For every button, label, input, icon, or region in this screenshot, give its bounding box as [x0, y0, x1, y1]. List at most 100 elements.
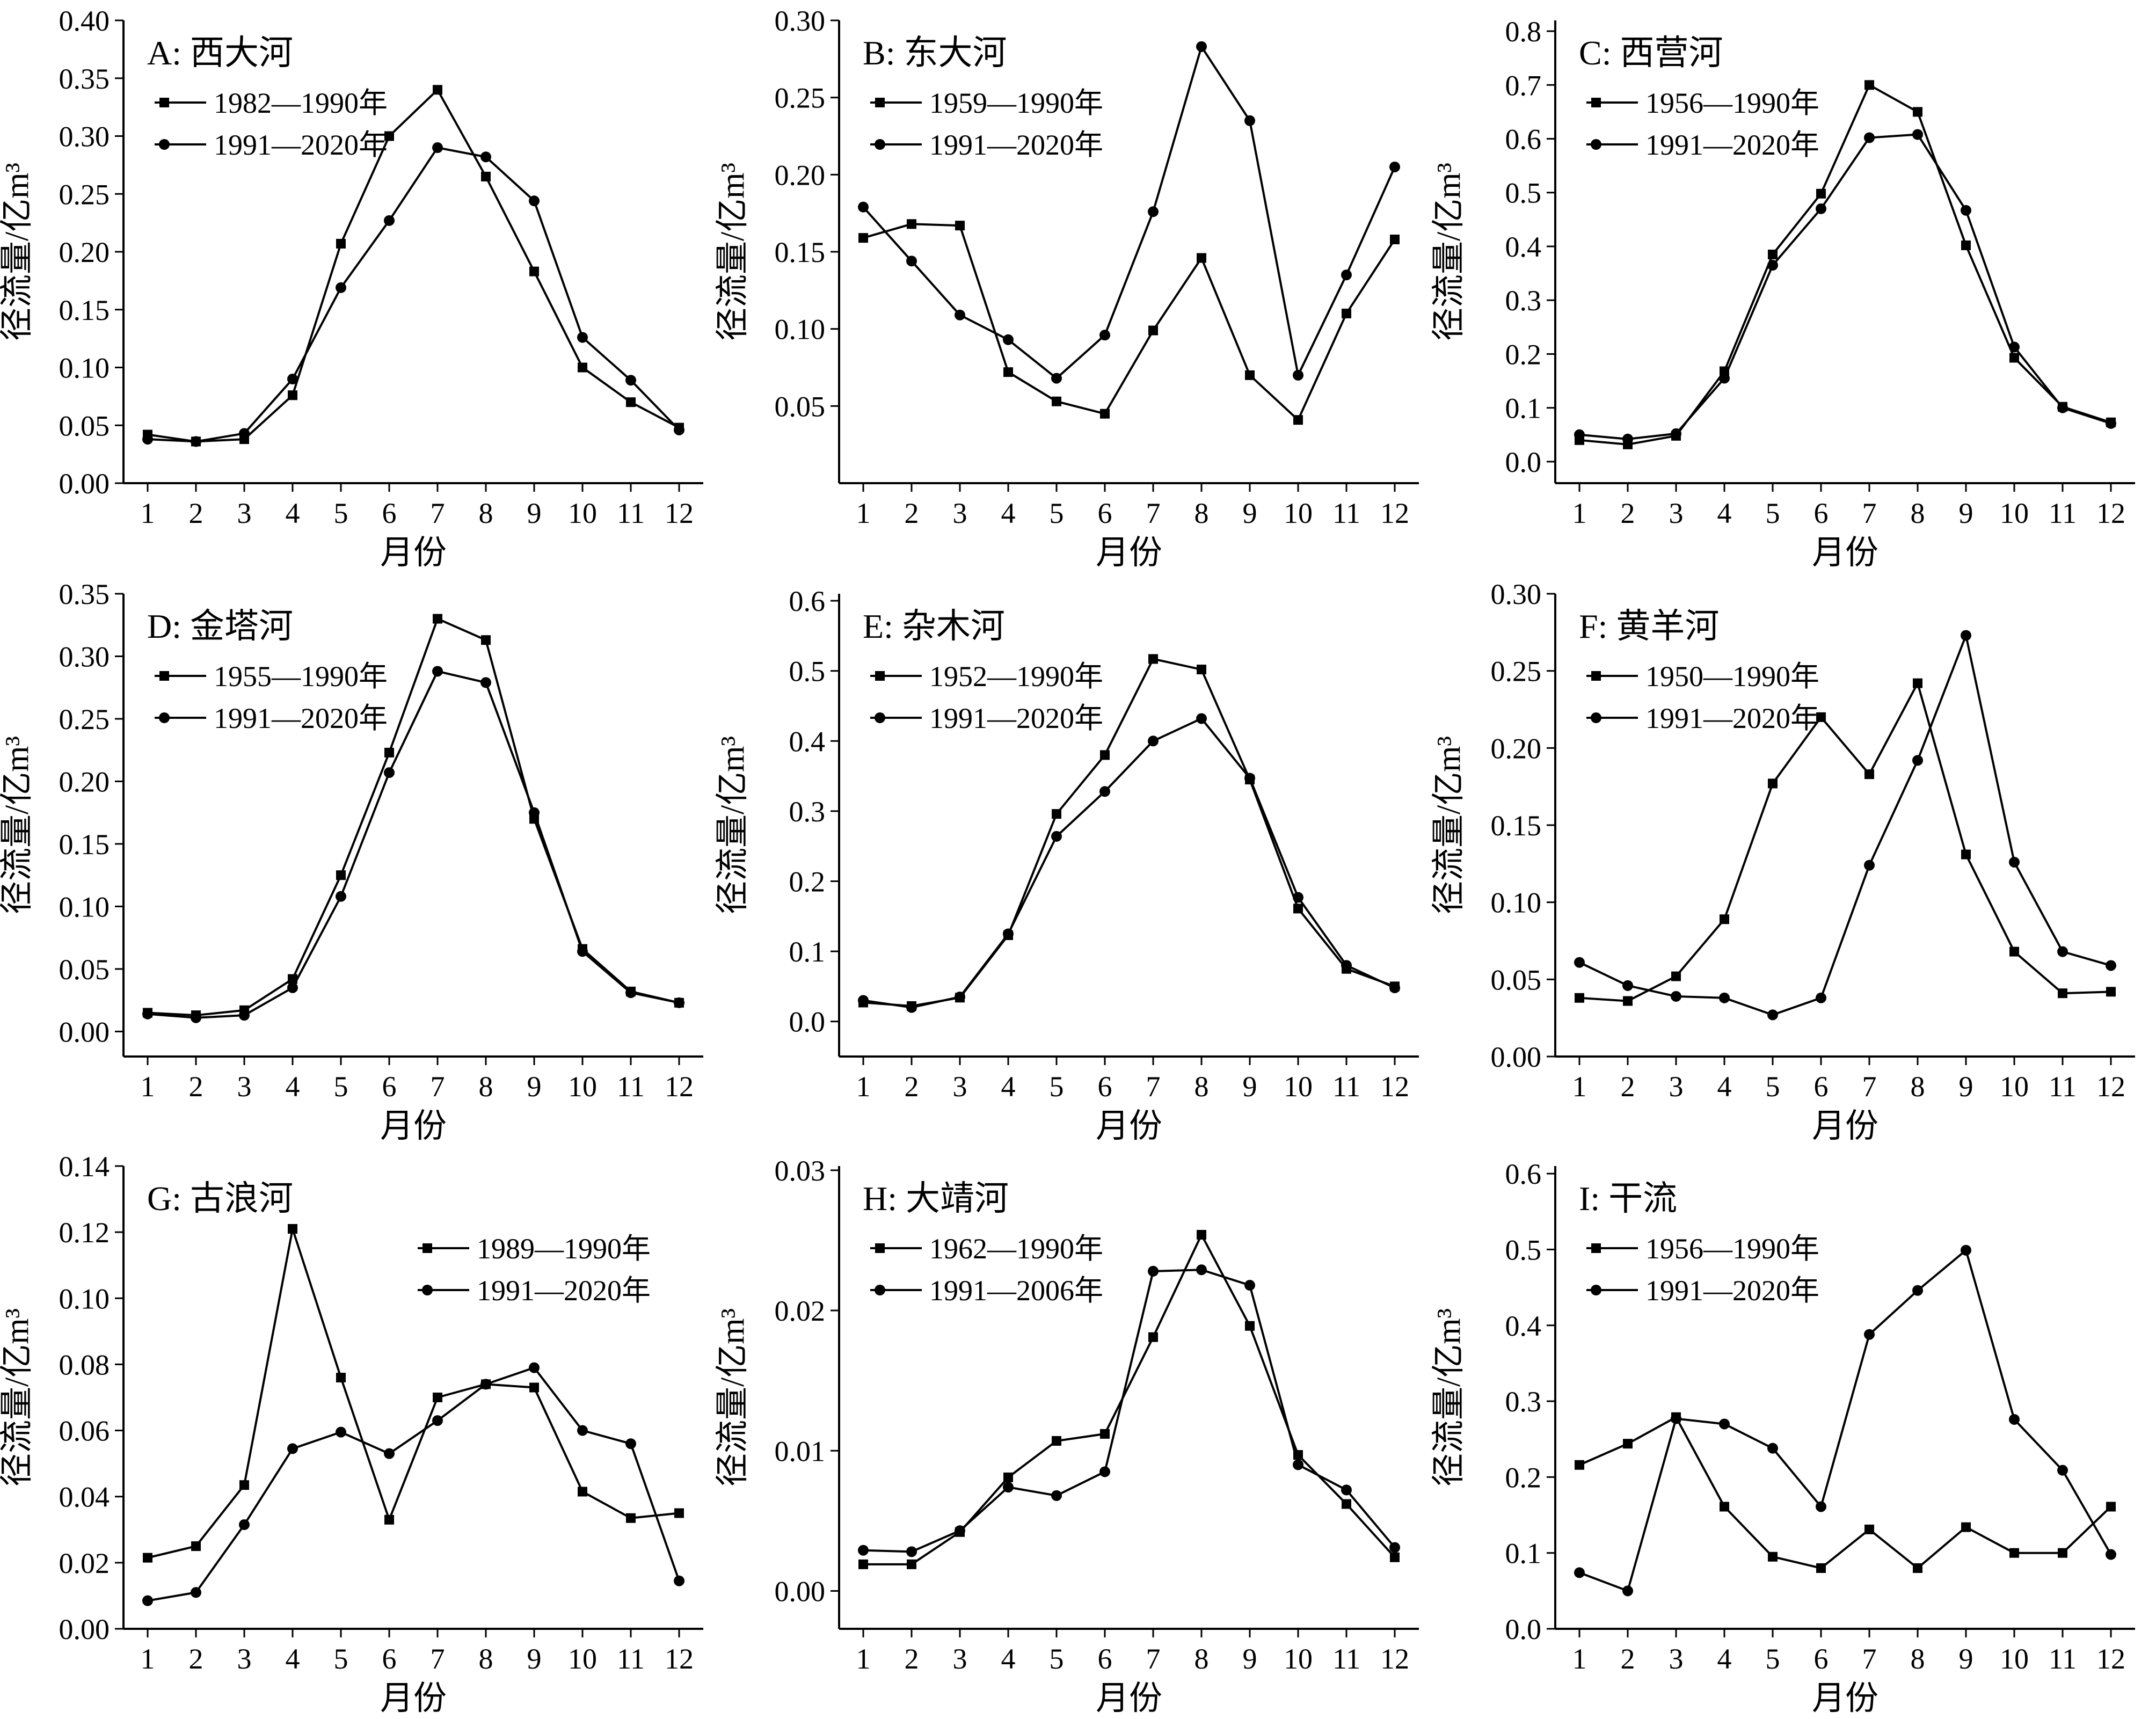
- chart-panel-a: 0.000.050.100.150.200.250.300.350.401 2 3 4…: [0, 5, 703, 571]
- data-point: [1052, 1436, 1061, 1446]
- legend-marker: [875, 139, 885, 150]
- y-tick-label: 0.5: [789, 655, 826, 688]
- y-tick-label: 0.08: [59, 1349, 110, 1381]
- x-tick-label: 10: [2000, 497, 2029, 529]
- data-point: [433, 1393, 442, 1402]
- data-point: [191, 436, 201, 447]
- legend-entry: 1956—1990年: [1645, 1233, 1819, 1265]
- x-tick-label: 3: [953, 1643, 967, 1675]
- panel-title: H: 大靖河: [863, 1179, 1009, 1218]
- x-tick-label: 12: [2096, 1070, 2125, 1103]
- panel-title: F: 黄羊河: [1579, 607, 1719, 645]
- x-tick-label: 4: [1717, 497, 1732, 529]
- data-point: [2009, 1414, 2020, 1425]
- data-point: [384, 215, 395, 226]
- data-point: [906, 1002, 917, 1013]
- data-point: [1100, 1429, 1110, 1439]
- x-tick-label: 6: [1098, 1070, 1112, 1103]
- x-tick-label: 2: [905, 1643, 919, 1675]
- y-tick-label: 0.00: [1491, 1041, 1542, 1073]
- x-axis-label: 月份: [380, 535, 447, 571]
- data-point: [1003, 1472, 1013, 1482]
- y-tick-label: 0.6: [1505, 1158, 1542, 1190]
- legend-entry: 1959—1990年: [929, 87, 1103, 119]
- y-axis-label: 径流量/亿m³: [0, 736, 35, 914]
- data-point: [1961, 205, 1971, 216]
- series-square: [143, 85, 684, 447]
- legend-entry: 1952—1990年: [929, 660, 1103, 693]
- series-line: [862, 44, 1396, 380]
- x-tick-label: 11: [617, 1643, 645, 1675]
- y-tick-label: 0.05: [1491, 964, 1542, 996]
- y-tick-label: 0.10: [1491, 887, 1542, 919]
- data-point: [384, 131, 394, 141]
- data-point: [239, 1010, 250, 1021]
- chart-panel-d: 0.000.050.100.150.200.250.300.351 2 3 4 5 6 7 8…: [0, 578, 703, 1145]
- x-tick-label: 5: [1050, 1643, 1064, 1675]
- x-tick-label: 7: [1862, 1643, 1877, 1675]
- data-point: [2057, 402, 2068, 413]
- y-tick-label: 0.35: [59, 63, 110, 95]
- x-tick-label: 11: [617, 1070, 645, 1103]
- data-point: [1719, 1418, 1730, 1430]
- data-point: [1389, 982, 1400, 994]
- y-axis-label: 径流量/亿m³: [1431, 1308, 1467, 1487]
- data-point: [1719, 992, 1730, 1003]
- x-tick-label: 12: [2096, 1643, 2125, 1675]
- y-tick-label: 0.02: [59, 1547, 110, 1579]
- x-tick-label: 9: [527, 1643, 542, 1675]
- x-tick-label: 5: [334, 497, 348, 529]
- x-tick-label: 5: [1766, 497, 1780, 529]
- x-tick-label: 6: [382, 1070, 397, 1103]
- legend-entry: 1950—1990年: [1645, 660, 1819, 693]
- series-line: [863, 717, 1395, 1009]
- x-tick-label: 1: [1572, 1070, 1587, 1103]
- series-line: [147, 146, 680, 443]
- panel-title: E: 杂木河: [863, 607, 1005, 645]
- y-tick-label: 0.15: [775, 236, 826, 268]
- data-point: [2106, 418, 2116, 429]
- data-point: [1099, 1466, 1110, 1477]
- y-tick-label: 0.30: [59, 121, 110, 153]
- data-point: [1574, 957, 1585, 968]
- data-point: [1912, 1285, 1923, 1296]
- data-point: [288, 390, 297, 400]
- x-tick-label: 7: [1146, 1070, 1161, 1103]
- legend-entry: 1962—1990年: [929, 1233, 1103, 1265]
- data-point: [1767, 260, 1778, 271]
- y-tick-label: 0.15: [59, 828, 110, 861]
- x-tick-label: 10: [1284, 497, 1313, 529]
- data-point: [1816, 1563, 1826, 1573]
- x-tick-label: 5: [1050, 1070, 1064, 1103]
- chart-panel-e: 0.00.10.20.30.40.50.61 2 3 4 5 6 7 8 9 10 11 12月份径流…: [715, 585, 1419, 1145]
- data-point: [955, 309, 965, 321]
- y-tick-label: 0.01: [775, 1435, 826, 1467]
- x-tick-label: 11: [1332, 1643, 1360, 1675]
- data-point: [1816, 188, 1826, 199]
- data-point: [674, 997, 684, 1008]
- data-point: [2106, 1549, 2116, 1560]
- data-point: [1767, 1443, 1778, 1454]
- x-tick-label: 9: [1959, 1643, 1973, 1675]
- data-point: [2057, 946, 2068, 957]
- series-circle: [858, 713, 1400, 1013]
- x-tick-label: 1: [856, 497, 871, 529]
- x-tick-label: 2: [1621, 1070, 1635, 1103]
- x-tick-label: 11: [617, 497, 645, 529]
- y-tick-label: 0.0: [1505, 1613, 1542, 1645]
- data-point: [143, 1553, 152, 1563]
- data-point: [907, 1559, 916, 1569]
- data-point: [1148, 206, 1159, 217]
- legend-marker: [875, 1285, 885, 1295]
- x-tick-label: 11: [2049, 497, 2077, 529]
- y-tick-label: 0.2: [789, 865, 826, 898]
- legend-entry: 1991—2006年: [929, 1274, 1103, 1307]
- panel-title: A: 西大河: [147, 34, 293, 72]
- data-point: [1864, 132, 1875, 143]
- data-point: [1622, 980, 1633, 991]
- y-tick-label: 0.15: [59, 294, 110, 326]
- data-point: [858, 233, 868, 243]
- x-tick-label: 8: [479, 497, 493, 529]
- data-point: [480, 1379, 491, 1390]
